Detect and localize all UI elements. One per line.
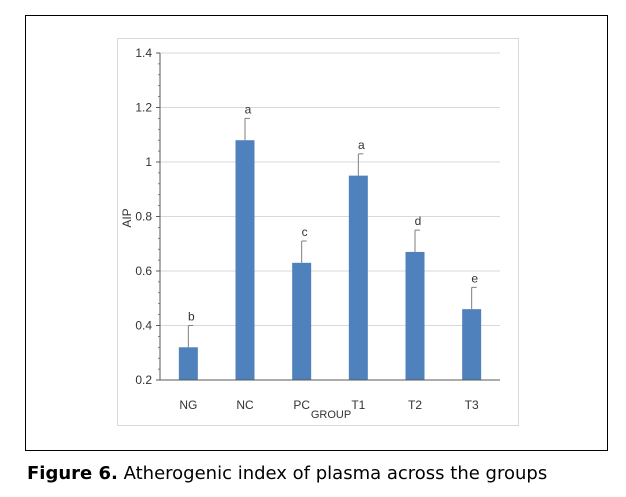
y-tick-label: 0.6 (135, 264, 152, 278)
bar-t3 (462, 309, 482, 380)
bar-t2 (405, 251, 425, 380)
x-tick-label: NC (236, 398, 254, 412)
y-axis-label: AIP (120, 208, 134, 227)
caption-text: Atherogenic index of plasma across the g… (117, 463, 548, 484)
x-tick-label: T3 (465, 398, 479, 412)
figure-frame (25, 15, 608, 451)
y-tick-label: 0.8 (135, 210, 152, 224)
error-bars (187, 117, 477, 348)
significance-letter: d (415, 214, 422, 228)
bar-pc (292, 262, 312, 380)
figure-caption: Figure 6. Atherogenic index of plasma ac… (27, 463, 547, 484)
significance-letter: b (188, 310, 195, 324)
y-tick-label: 0.4 (135, 319, 152, 333)
chart-area-frame (117, 38, 519, 426)
x-tick-label: PC (293, 398, 310, 412)
significance-letter: a (358, 138, 365, 152)
significance-letter: a (245, 102, 252, 116)
bar-nc (235, 140, 255, 380)
y-tick-label: 0.2 (135, 373, 152, 387)
x-axis-label: GROUP (311, 409, 351, 421)
bar-ng (178, 347, 198, 380)
x-tick-label: NG (179, 398, 197, 412)
bar-t1 (348, 175, 368, 380)
y-axis-ticks: 0.2 0.4 0.6 0.8 1 1.2 1.4 (135, 46, 160, 387)
significance-letters: b a c a d e (188, 102, 478, 323)
caption-label: Figure 6. (27, 463, 118, 484)
x-tick-label: T1 (351, 398, 365, 412)
x-tick-label: T2 (408, 398, 422, 412)
y-tick-label: 1.4 (135, 46, 152, 60)
significance-letter: c (302, 225, 308, 239)
bars (178, 140, 482, 380)
y-tick-label: 1.2 (135, 101, 152, 115)
significance-letter: e (471, 271, 478, 285)
y-tick-label: 1 (145, 155, 152, 169)
gridlines (160, 52, 500, 326)
x-axis-ticks: NG NC PC T1 T2 T3 (179, 398, 479, 412)
